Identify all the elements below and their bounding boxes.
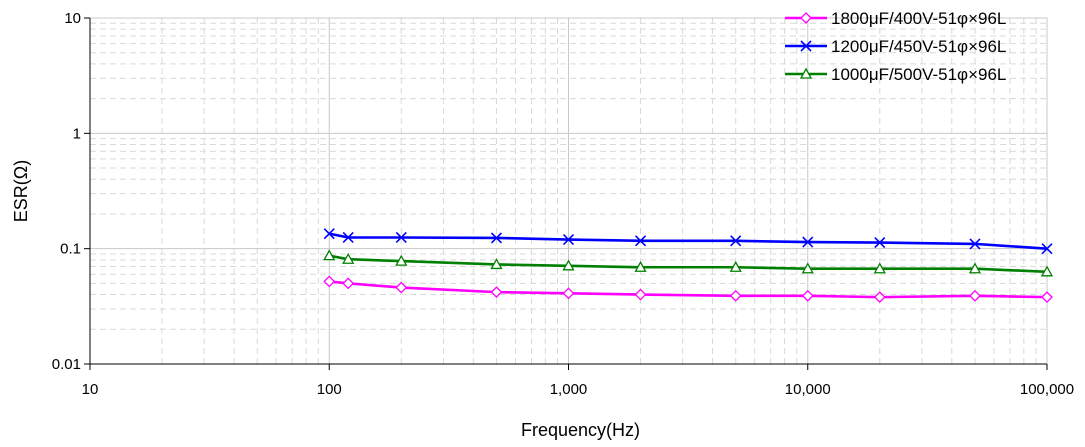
legend-item: 1000μF/500V-51φ×96L xyxy=(785,65,1006,84)
data-point xyxy=(342,277,355,290)
y-axis-ticks: 0.01 0.1 1 10 xyxy=(52,10,91,373)
y-tick-label: 0.1 xyxy=(60,241,81,258)
legend-marker xyxy=(800,12,812,24)
data-point xyxy=(802,236,814,248)
data-point xyxy=(562,233,575,246)
data-point xyxy=(729,260,742,272)
data-point xyxy=(729,289,742,302)
data-point xyxy=(562,287,575,300)
data-point xyxy=(395,254,408,266)
series-layer xyxy=(323,228,1054,304)
series-line xyxy=(329,254,1048,274)
data-point xyxy=(1040,265,1054,277)
data-point xyxy=(801,262,814,274)
data-point xyxy=(490,286,503,299)
x-tick-label: 100,000 xyxy=(1020,381,1074,398)
series-line xyxy=(328,232,1048,250)
x-axis-ticks: 10 100 1,000 10,000 100,000 xyxy=(82,363,1074,398)
legend-marker xyxy=(799,67,813,79)
x-tick-label: 10 xyxy=(82,381,99,398)
y-tick-label: 0.01 xyxy=(52,356,81,373)
data-point xyxy=(634,288,647,301)
legend-item: 1800μF/400V-51φ×96L xyxy=(785,9,1006,28)
data-point xyxy=(395,231,407,244)
legend-label: 1800μF/400V-51φ×96L xyxy=(831,9,1006,28)
data-point xyxy=(323,249,336,261)
y-tick-label: 1 xyxy=(73,125,81,142)
series-2 xyxy=(323,249,1054,277)
x-tick-label: 100 xyxy=(317,381,342,398)
legend-item: 1200μF/450V-51φ×96L xyxy=(785,37,1006,56)
x-tick-label: 10,000 xyxy=(785,381,831,398)
data-point xyxy=(634,260,647,272)
data-point xyxy=(323,228,335,240)
minor-gridlines xyxy=(90,18,1047,364)
data-point xyxy=(342,252,355,264)
data-point xyxy=(490,258,503,270)
legend-label: 1000μF/500V-51φ×96L xyxy=(831,65,1006,84)
data-point xyxy=(323,275,336,288)
data-point xyxy=(634,235,647,247)
series-1 xyxy=(323,228,1053,255)
x-axis-title: Frequency(Hz) xyxy=(521,420,640,440)
series-line xyxy=(329,280,1048,299)
data-point xyxy=(801,289,814,302)
series-0 xyxy=(323,275,1053,304)
y-tick-label: 10 xyxy=(64,10,81,27)
data-point xyxy=(969,289,981,302)
data-point xyxy=(873,291,886,304)
data-point xyxy=(1041,243,1053,255)
x-tick-label: 1,000 xyxy=(550,381,588,398)
data-point xyxy=(1041,291,1053,304)
legend: 1800μF/400V-51φ×96L 1200μF/450V-51φ×96L 10… xyxy=(785,9,1006,84)
data-point xyxy=(562,259,575,271)
data-point xyxy=(395,281,408,294)
data-point xyxy=(490,232,503,244)
data-point xyxy=(342,231,354,244)
data-point xyxy=(969,238,981,250)
y-axis-title: ESR(Ω) xyxy=(11,160,31,222)
data-point xyxy=(730,235,742,247)
data-point xyxy=(968,262,982,274)
data-point xyxy=(874,236,886,249)
legend-label: 1200μF/450V-51φ×96L xyxy=(831,37,1006,56)
data-point xyxy=(873,262,886,274)
legend-marker xyxy=(800,40,812,52)
